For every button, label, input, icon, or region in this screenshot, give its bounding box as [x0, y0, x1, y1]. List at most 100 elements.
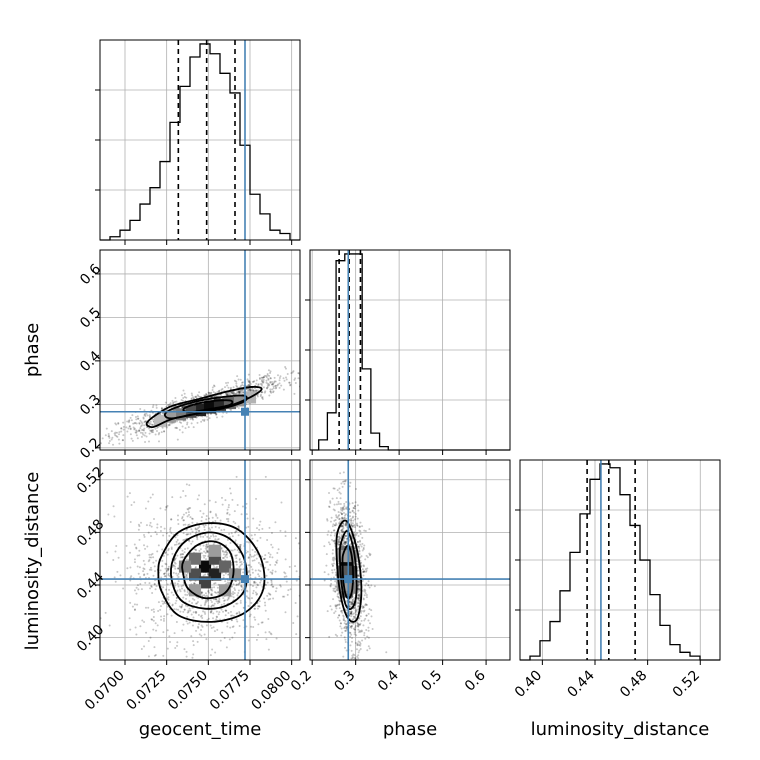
- sample-point: [251, 571, 254, 574]
- sample-point: [232, 615, 235, 618]
- sample-point: [260, 565, 263, 568]
- sample-point: [337, 515, 340, 518]
- sample-point: [223, 637, 226, 640]
- sample-point: [162, 631, 165, 634]
- sample-point: [283, 379, 286, 382]
- sample-point: [252, 592, 255, 595]
- sample-point: [115, 431, 118, 434]
- sample-point: [238, 625, 241, 628]
- sample-point: [239, 599, 242, 602]
- sample-point: [204, 524, 207, 527]
- sample-point: [248, 380, 251, 383]
- sample-point: [343, 543, 346, 546]
- sample-point: [274, 385, 277, 388]
- sample-point: [129, 416, 132, 419]
- sample-point: [262, 376, 265, 379]
- sample-point: [241, 381, 244, 384]
- sample-point: [356, 625, 359, 628]
- sample-point: [130, 503, 133, 506]
- sample-point: [333, 557, 336, 560]
- sample-point: [364, 558, 367, 561]
- sample-point: [350, 649, 353, 652]
- sample-point: [352, 627, 355, 630]
- sample-point: [192, 653, 195, 656]
- sample-point: [154, 588, 157, 591]
- sample-point: [262, 386, 265, 389]
- sample-point: [279, 375, 282, 378]
- sample-point: [170, 518, 173, 521]
- sample-point: [358, 589, 361, 592]
- sample-point: [351, 502, 354, 505]
- sample-point: [234, 531, 237, 534]
- sample-point: [190, 392, 193, 395]
- sample-point: [185, 558, 188, 561]
- sample-point: [345, 517, 348, 520]
- sample-point: [355, 522, 358, 525]
- sample-point: [203, 556, 206, 559]
- sample-point: [252, 625, 255, 628]
- sample-point: [330, 582, 333, 585]
- sample-point: [112, 505, 115, 508]
- sample-point: [350, 612, 353, 615]
- sample-point: [247, 604, 250, 607]
- sample-point: [152, 518, 155, 521]
- sample-point: [177, 567, 180, 570]
- sample-point: [254, 591, 257, 594]
- sample-point: [359, 644, 362, 647]
- sample-point: [147, 639, 150, 642]
- sample-point: [182, 596, 185, 599]
- sample-point: [222, 610, 225, 613]
- sample-point: [331, 525, 334, 528]
- sample-point: [259, 395, 262, 398]
- sample-point: [236, 549, 239, 552]
- sample-point: [333, 556, 336, 559]
- sample-point: [129, 601, 132, 604]
- sample-point: [364, 617, 367, 620]
- sample-point: [193, 582, 196, 585]
- sample-point: [259, 520, 262, 523]
- sample-point: [208, 517, 211, 520]
- sample-point: [252, 517, 255, 520]
- panel-frame: [99, 249, 301, 451]
- sample-point: [144, 581, 147, 584]
- sample-point: [332, 508, 335, 511]
- sample-point: [257, 383, 260, 386]
- sample-point: [258, 605, 261, 608]
- sample-point: [357, 654, 360, 657]
- sample-point: [240, 584, 243, 587]
- sample-point: [215, 416, 218, 419]
- sample-point: [358, 525, 361, 528]
- sample-point: [209, 588, 212, 591]
- sample-point: [136, 430, 139, 433]
- sample-point: [170, 518, 173, 521]
- sample-point: [141, 432, 144, 435]
- sample-point: [282, 377, 285, 380]
- sample-point: [155, 533, 158, 536]
- sample-point: [205, 394, 208, 397]
- sample-point: [353, 633, 356, 636]
- sample-point: [289, 588, 292, 591]
- sample-point: [249, 389, 252, 392]
- sample-point: [111, 436, 114, 439]
- sample-point: [133, 422, 136, 425]
- sample-point: [252, 589, 255, 592]
- sample-point: [363, 588, 366, 591]
- x-tick-label: 0.0700: [82, 668, 128, 714]
- sample-point: [274, 380, 277, 383]
- sample-point: [183, 395, 186, 398]
- sample-point: [209, 412, 212, 415]
- sample-point: [358, 575, 361, 578]
- sample-point: [220, 608, 223, 611]
- sample-point: [207, 572, 210, 575]
- sample-point: [363, 619, 366, 622]
- sample-point: [226, 392, 229, 395]
- sample-point: [255, 497, 258, 500]
- sample-point: [118, 442, 121, 445]
- sample-point: [256, 584, 259, 587]
- sample-point: [358, 588, 361, 591]
- sample-point: [224, 555, 227, 558]
- sample-point: [250, 597, 253, 600]
- sample-point: [208, 591, 211, 594]
- sample-point: [117, 422, 120, 425]
- sample-point: [338, 491, 341, 494]
